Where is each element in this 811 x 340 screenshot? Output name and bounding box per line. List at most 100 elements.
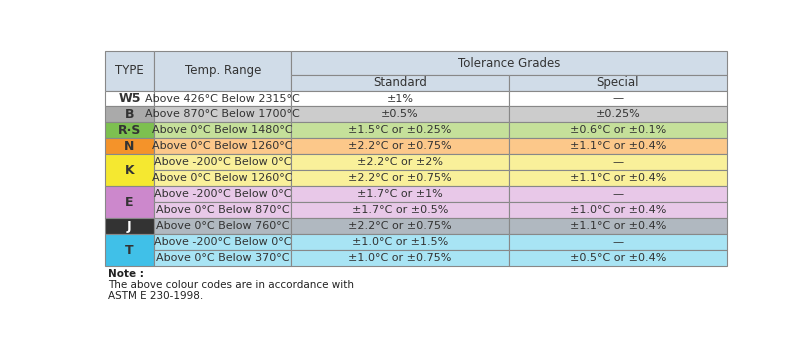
Bar (509, 90, 727, 106)
Text: Above 0°C Below 1260°C: Above 0°C Below 1260°C (152, 173, 293, 183)
Text: Standard: Standard (373, 76, 427, 89)
Text: ±2.2°C or ±0.75%: ±2.2°C or ±0.75% (348, 141, 452, 151)
Bar (105, 218, 154, 234)
Bar (154, 202, 291, 218)
Bar (154, 138, 291, 154)
Text: ±2.2°C or ±0.75%: ±2.2°C or ±0.75% (348, 221, 452, 231)
Bar (105, 122, 154, 138)
Bar (291, 250, 509, 266)
Bar (105, 186, 154, 218)
Text: Above 0°C Below 760°C: Above 0°C Below 760°C (156, 221, 290, 231)
Text: Tolerance Grades: Tolerance Grades (457, 56, 560, 70)
Bar (509, 138, 727, 154)
Bar (291, 90, 509, 106)
Bar (154, 51, 291, 90)
Text: ±1.0°C or ±1.5%: ±1.0°C or ±1.5% (352, 237, 448, 247)
Bar (154, 106, 291, 122)
Bar (509, 154, 727, 170)
Bar (291, 122, 509, 138)
Text: Above 0°C Below 370°C: Above 0°C Below 370°C (156, 253, 290, 263)
Bar (291, 234, 509, 250)
Text: ±1.0°C or ±0.75%: ±1.0°C or ±0.75% (349, 253, 452, 263)
Text: ±2.2°C or ±0.75%: ±2.2°C or ±0.75% (348, 173, 452, 183)
Text: ±1.1°C or ±0.4%: ±1.1°C or ±0.4% (569, 221, 666, 231)
Text: Note :: Note : (108, 269, 144, 278)
Bar (509, 75, 727, 90)
Text: The above colour codes are in accordance with: The above colour codes are in accordance… (108, 280, 354, 290)
Bar (105, 218, 154, 234)
Bar (154, 90, 291, 106)
Bar (154, 234, 291, 250)
Bar (509, 122, 727, 138)
Bar (291, 250, 509, 266)
Bar (509, 218, 727, 234)
Bar (105, 106, 154, 122)
Text: Above -200°C Below 0°C: Above -200°C Below 0°C (154, 189, 291, 199)
Bar (291, 170, 509, 186)
Bar (509, 250, 727, 266)
Text: Above 870°C Below 1700°C: Above 870°C Below 1700°C (145, 109, 300, 119)
Text: ±0.6°C or ±0.1%: ±0.6°C or ±0.1% (570, 125, 666, 135)
Bar (509, 234, 727, 250)
Bar (509, 106, 727, 122)
Text: Above 426°C Below 2315°C: Above 426°C Below 2315°C (145, 94, 300, 103)
Text: ±1.5°C or ±0.25%: ±1.5°C or ±0.25% (349, 125, 452, 135)
Bar (291, 202, 509, 218)
Bar (509, 186, 727, 202)
Bar (509, 90, 727, 106)
Bar (154, 250, 291, 266)
Text: Above -200°C Below 0°C: Above -200°C Below 0°C (154, 157, 291, 167)
Text: —: — (612, 237, 624, 247)
Text: T: T (125, 243, 134, 256)
Bar (105, 234, 154, 266)
Text: —: — (612, 94, 624, 103)
Bar (291, 154, 509, 170)
Text: ±2.2°C or ±2%: ±2.2°C or ±2% (357, 157, 443, 167)
Bar (105, 106, 154, 122)
Bar (291, 51, 727, 75)
Text: ±1.7°C or ±0.5%: ±1.7°C or ±0.5% (352, 205, 448, 215)
Bar (154, 106, 291, 122)
Bar (509, 75, 727, 90)
Bar (509, 170, 727, 186)
Bar (291, 138, 509, 154)
Bar (509, 138, 727, 154)
Bar (291, 106, 509, 122)
Text: B: B (125, 108, 134, 121)
Bar (509, 234, 727, 250)
Bar (154, 202, 291, 218)
Bar (291, 170, 509, 186)
Text: ±0.5°C or ±0.4%: ±0.5°C or ±0.4% (569, 253, 666, 263)
Bar (291, 106, 509, 122)
Bar (154, 154, 291, 170)
Text: E: E (125, 195, 134, 209)
Bar (154, 90, 291, 106)
Bar (154, 234, 291, 250)
Bar (105, 154, 154, 186)
Bar (154, 218, 291, 234)
Text: K: K (125, 164, 134, 177)
Bar (291, 75, 509, 90)
Text: ASTM E 230-1998.: ASTM E 230-1998. (108, 291, 203, 301)
Bar (509, 218, 727, 234)
Text: ±1.1°C or ±0.4%: ±1.1°C or ±0.4% (569, 141, 666, 151)
Bar (291, 154, 509, 170)
Bar (509, 170, 727, 186)
Bar (509, 202, 727, 218)
Bar (291, 75, 509, 90)
Bar (509, 122, 727, 138)
Bar (154, 218, 291, 234)
Bar (105, 234, 154, 266)
Bar (509, 186, 727, 202)
Bar (154, 170, 291, 186)
Text: Above 0°C Below 870°C: Above 0°C Below 870°C (156, 205, 290, 215)
Text: ±1.1°C or ±0.4%: ±1.1°C or ±0.4% (569, 173, 666, 183)
Bar (509, 106, 727, 122)
Text: J: J (127, 220, 131, 233)
Text: Above 0°C Below 1480°C: Above 0°C Below 1480°C (152, 125, 293, 135)
Text: Above 0°C Below 1260°C: Above 0°C Below 1260°C (152, 141, 293, 151)
Bar (154, 250, 291, 266)
Text: ±0.5%: ±0.5% (381, 109, 419, 119)
Text: N: N (124, 140, 135, 153)
Bar (105, 154, 154, 186)
